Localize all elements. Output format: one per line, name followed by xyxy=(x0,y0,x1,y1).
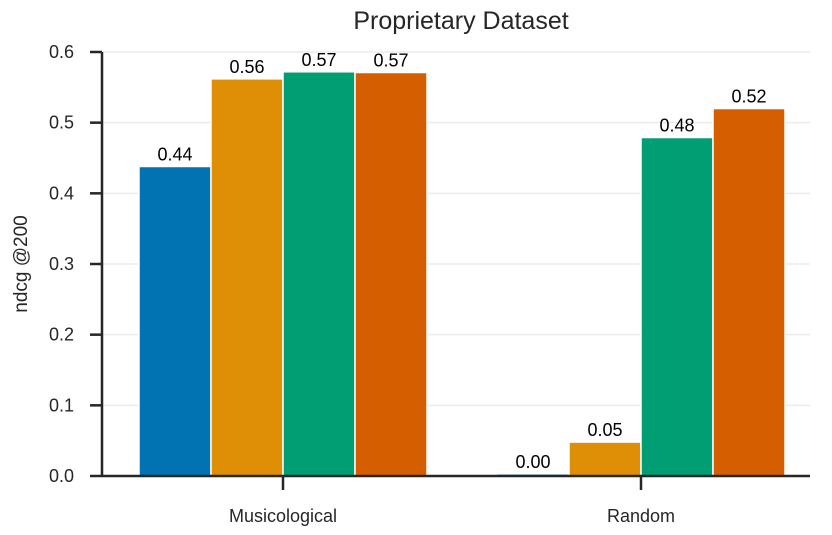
bar xyxy=(354,71,428,477)
y-tick-label: 0.4 xyxy=(49,183,74,203)
bar-value-label: 0.57 xyxy=(373,50,408,70)
bar-value-label: 0.00 xyxy=(515,452,550,472)
bar xyxy=(712,107,786,477)
y-tick-label: 0.1 xyxy=(49,395,74,415)
chart-title: Proprietary Dataset xyxy=(353,7,568,35)
bar xyxy=(568,441,642,477)
value-labels-layer: 0.44 0.00 0.56 0.05 0.57 0.48 0.57 0.52 xyxy=(157,50,766,472)
bar-value-label: 0.44 xyxy=(157,144,192,164)
bar-value-label: 0.52 xyxy=(731,87,766,107)
x-tick-label: Musicological xyxy=(229,506,337,526)
bar-value-label: 0.05 xyxy=(587,420,622,440)
y-axis-label: ndcg @200 xyxy=(11,215,32,312)
y-tick-label: 0.3 xyxy=(49,254,74,274)
y-tick-label: 0.6 xyxy=(49,42,74,62)
axis-layer: 0.0 0.1 0.2 0.3 0.4 0.5 0.6 Musicological Random xyxy=(49,42,810,526)
bar xyxy=(640,136,714,477)
y-tick-label: 0.0 xyxy=(49,466,74,486)
bar xyxy=(138,165,212,477)
bar xyxy=(282,71,356,477)
bar-value-label: 0.56 xyxy=(229,57,264,77)
y-tick-label: 0.2 xyxy=(49,325,74,345)
bar-value-label: 0.48 xyxy=(659,116,694,136)
x-tick-label: Random xyxy=(607,506,675,526)
bars-layer xyxy=(138,71,786,477)
bar xyxy=(210,78,284,477)
y-tick-label: 0.5 xyxy=(49,113,74,133)
bar-value-label: 0.57 xyxy=(301,50,336,70)
